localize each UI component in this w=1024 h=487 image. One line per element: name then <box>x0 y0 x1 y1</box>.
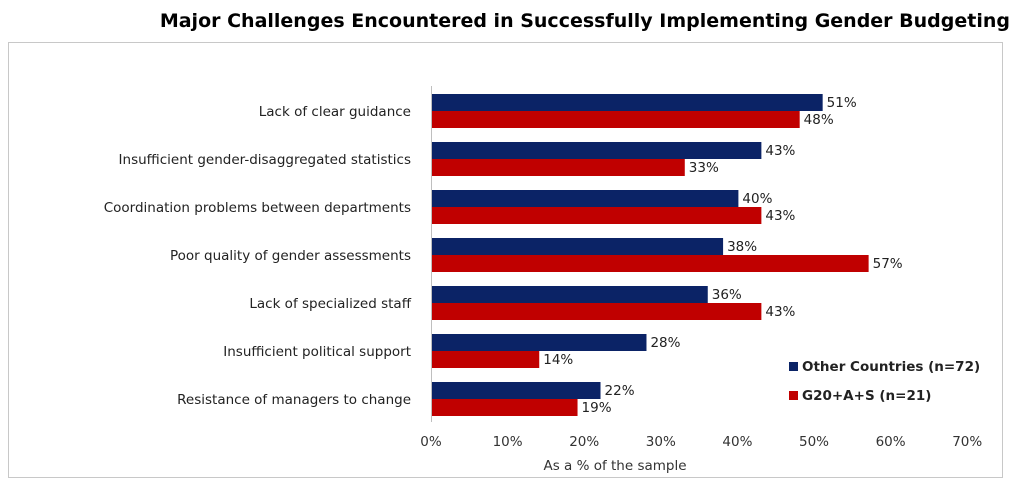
x-tick-label: 60% <box>876 434 906 450</box>
data-label: 28% <box>650 335 680 351</box>
category-label: Resistance of managers to change <box>177 392 411 408</box>
bar-g20 <box>432 207 762 224</box>
legend-label-other-countries: Other Countries (n=72) <box>802 359 980 375</box>
bar-other-countries <box>432 190 739 207</box>
x-tick-label: 40% <box>722 434 752 450</box>
legend: Other Countries (n=72) G20+A+S (n=21) <box>789 359 980 404</box>
bar-other-countries <box>432 142 762 159</box>
data-label: 22% <box>605 383 635 399</box>
plot-frame <box>8 42 1003 478</box>
bar-other-countries <box>432 286 708 303</box>
data-label: 40% <box>742 191 772 207</box>
data-label: 51% <box>827 95 857 111</box>
data-label: 48% <box>804 112 834 128</box>
data-label: 33% <box>689 160 719 176</box>
x-tick-label: 30% <box>646 434 676 450</box>
x-tick-label: 20% <box>569 434 599 450</box>
bar-other-countries <box>432 382 601 399</box>
legend-swatch-other-countries <box>789 362 798 371</box>
bar-g20 <box>432 111 800 128</box>
bar-g20 <box>432 159 685 176</box>
bar-other-countries <box>432 334 647 351</box>
x-tick-label: 10% <box>493 434 523 450</box>
category-label: Poor quality of gender assessments <box>170 248 411 264</box>
data-label: 36% <box>712 287 742 303</box>
x-axis-label: As a % of the sample <box>543 458 686 474</box>
category-label: Coordination problems between department… <box>104 200 411 216</box>
data-label: 38% <box>727 239 757 255</box>
bar-g20 <box>432 399 578 416</box>
legend-swatch-g20 <box>789 391 798 400</box>
x-tick-label: 50% <box>799 434 829 450</box>
category-label: Insufficient gender-disaggregated statis… <box>119 152 411 168</box>
x-tick-label: 0% <box>420 434 442 450</box>
x-tick-label: 70% <box>952 434 982 450</box>
bar-other-countries <box>432 94 823 111</box>
bar-other-countries <box>432 238 724 255</box>
bar-g20 <box>432 351 540 368</box>
data-label: 43% <box>765 208 795 224</box>
data-label: 14% <box>543 352 573 368</box>
category-label: Lack of specialized staff <box>249 296 411 312</box>
bar-g20 <box>432 255 869 272</box>
data-label: 57% <box>873 256 903 272</box>
data-label: 43% <box>765 143 795 159</box>
category-label: Lack of clear guidance <box>259 104 411 120</box>
data-label: 19% <box>582 400 612 416</box>
category-label: Insufficient political support <box>223 344 411 360</box>
bar-g20 <box>432 303 762 320</box>
legend-label-g20: G20+A+S (n=21) <box>802 388 931 404</box>
data-label: 43% <box>765 304 795 320</box>
chart-title: Major Challenges Encountered in Successf… <box>160 10 1010 32</box>
